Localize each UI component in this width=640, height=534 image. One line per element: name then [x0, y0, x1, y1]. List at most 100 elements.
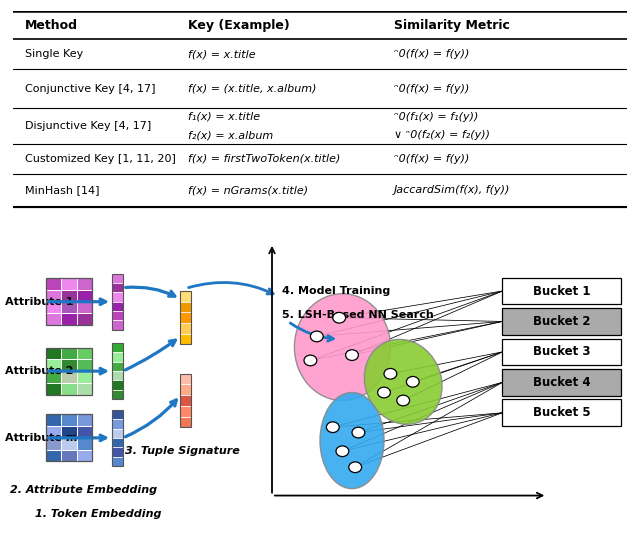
- Bar: [61, 348, 77, 359]
- Bar: [502, 308, 621, 335]
- Bar: [77, 302, 92, 313]
- Circle shape: [406, 376, 419, 387]
- Bar: [46, 290, 61, 302]
- Bar: [77, 426, 92, 438]
- Bar: [77, 313, 92, 325]
- Bar: [112, 352, 123, 362]
- Circle shape: [349, 462, 362, 473]
- Bar: [112, 410, 123, 419]
- Text: Bucket 1: Bucket 1: [533, 285, 590, 297]
- Text: f(x) = (x.title, x.album): f(x) = (x.title, x.album): [188, 84, 316, 94]
- Bar: [46, 348, 61, 359]
- Bar: [61, 278, 77, 290]
- Bar: [112, 311, 123, 320]
- Bar: [180, 291, 191, 344]
- Text: ∨ ᵔ0(f₂(x) = f₂(y)): ∨ ᵔ0(f₂(x) = f₂(y)): [394, 130, 490, 140]
- Bar: [46, 438, 61, 450]
- Bar: [61, 426, 77, 438]
- Bar: [180, 334, 191, 344]
- Circle shape: [397, 395, 410, 406]
- Bar: [46, 359, 61, 371]
- Bar: [61, 313, 77, 325]
- Bar: [180, 395, 191, 406]
- Bar: [77, 371, 92, 383]
- Text: f(x) = nGrams(x.title): f(x) = nGrams(x.title): [188, 185, 308, 195]
- Bar: [61, 290, 77, 302]
- Bar: [112, 273, 123, 329]
- Bar: [46, 414, 61, 426]
- Text: 5. LSH-Based NN Search: 5. LSH-Based NN Search: [282, 310, 433, 320]
- Bar: [180, 374, 191, 384]
- Bar: [112, 320, 123, 329]
- Text: Customized Key [1, 11, 20]: Customized Key [1, 11, 20]: [25, 154, 176, 164]
- Bar: [112, 428, 123, 438]
- Bar: [46, 426, 61, 438]
- Text: ᵔ0(f(x) = f(y)): ᵔ0(f(x) = f(y)): [394, 154, 469, 164]
- Bar: [180, 384, 191, 395]
- Bar: [112, 457, 123, 466]
- Circle shape: [333, 312, 346, 323]
- Bar: [46, 348, 92, 395]
- Text: Single Key: Single Key: [25, 49, 83, 59]
- Text: f₂(x) = x.album: f₂(x) = x.album: [188, 130, 273, 140]
- Bar: [112, 302, 123, 311]
- Bar: [46, 414, 92, 461]
- Bar: [46, 383, 61, 395]
- Text: Attribute 1: Attribute 1: [5, 297, 74, 307]
- Bar: [112, 447, 123, 457]
- Text: Conjunctive Key [4, 17]: Conjunctive Key [4, 17]: [25, 84, 156, 94]
- Bar: [112, 380, 123, 390]
- Bar: [112, 283, 123, 293]
- Circle shape: [346, 350, 358, 360]
- Bar: [61, 302, 77, 313]
- Bar: [112, 438, 123, 447]
- Text: f₁(x) = x.title: f₁(x) = x.title: [188, 112, 260, 122]
- Circle shape: [352, 427, 365, 438]
- Bar: [180, 302, 191, 312]
- Text: Bucket 2: Bucket 2: [533, 315, 590, 328]
- Text: Attribute 2: Attribute 2: [5, 366, 74, 376]
- Text: Key (Example): Key (Example): [188, 19, 290, 32]
- Bar: [112, 390, 123, 399]
- Ellipse shape: [364, 340, 442, 424]
- Bar: [502, 278, 621, 304]
- Text: 1. Token Embedding: 1. Token Embedding: [35, 509, 162, 519]
- Bar: [46, 278, 92, 325]
- Bar: [112, 273, 123, 283]
- Text: 4. Model Training: 4. Model Training: [282, 286, 390, 296]
- Text: ᵔ0(f(x) = f(y)): ᵔ0(f(x) = f(y)): [394, 84, 469, 94]
- Bar: [112, 343, 123, 399]
- Circle shape: [384, 368, 397, 379]
- Bar: [180, 374, 191, 427]
- Text: Similarity Metric: Similarity Metric: [394, 19, 509, 32]
- Ellipse shape: [320, 392, 384, 489]
- Bar: [46, 302, 61, 313]
- Bar: [77, 278, 92, 290]
- Bar: [502, 399, 621, 426]
- Bar: [502, 339, 621, 365]
- Circle shape: [378, 387, 390, 398]
- Bar: [61, 383, 77, 395]
- Bar: [46, 278, 61, 290]
- Bar: [46, 371, 61, 383]
- Bar: [112, 362, 123, 371]
- Bar: [112, 343, 123, 352]
- Bar: [180, 323, 191, 334]
- Bar: [61, 371, 77, 383]
- Bar: [46, 450, 61, 461]
- Bar: [180, 291, 191, 302]
- Bar: [112, 410, 123, 466]
- Text: Bucket 4: Bucket 4: [532, 376, 591, 389]
- Bar: [77, 414, 92, 426]
- Bar: [180, 417, 191, 427]
- Text: Attribute m: Attribute m: [5, 433, 77, 443]
- Text: JaccardSim(f(x), f(y)): JaccardSim(f(x), f(y)): [394, 185, 510, 195]
- Bar: [77, 383, 92, 395]
- Bar: [61, 414, 77, 426]
- Text: Bucket 3: Bucket 3: [533, 345, 590, 358]
- Bar: [61, 450, 77, 461]
- Bar: [46, 313, 61, 325]
- Bar: [61, 438, 77, 450]
- Text: 2. Attribute Embedding: 2. Attribute Embedding: [10, 485, 157, 495]
- Bar: [502, 369, 621, 396]
